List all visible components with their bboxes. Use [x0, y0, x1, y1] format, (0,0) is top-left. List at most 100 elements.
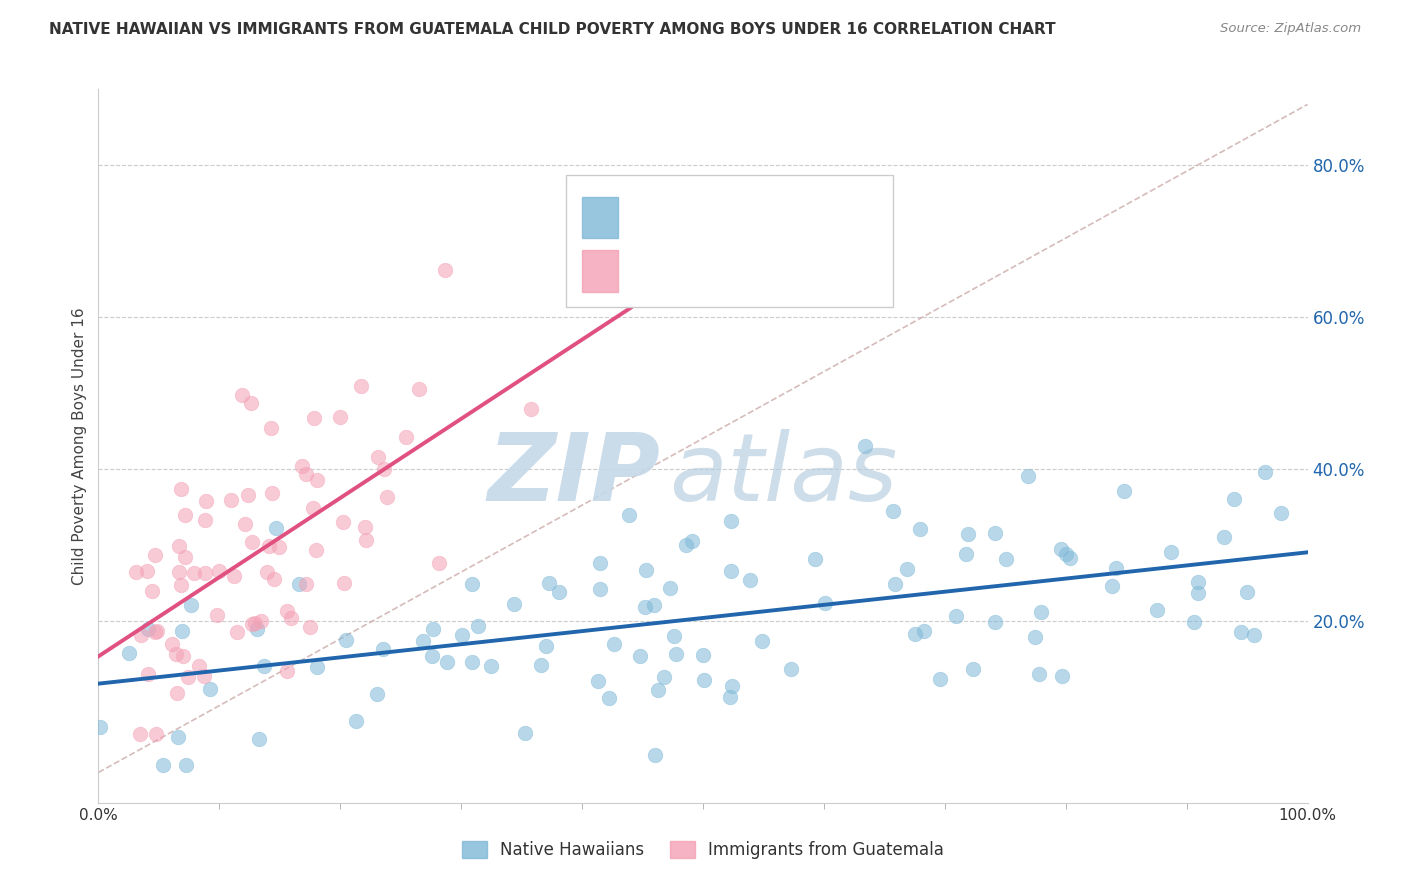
Point: [128, 727, 150, 741]
Point: [276, 664, 298, 678]
Text: R =: R =: [630, 262, 669, 280]
Point: [173, 508, 195, 522]
Point: [1054, 547, 1077, 561]
Point: [141, 583, 163, 598]
Point: [1050, 668, 1073, 682]
Legend: Native Hawaiians, Immigrants from Guatemala: Native Hawaiians, Immigrants from Guatem…: [456, 834, 950, 866]
Point: [675, 538, 697, 552]
Point: [302, 500, 325, 515]
Point: [176, 671, 198, 685]
Point: [994, 552, 1017, 566]
Point: [530, 658, 553, 673]
Point: [598, 690, 620, 705]
Point: [779, 661, 801, 675]
Text: 101: 101: [810, 209, 846, 227]
Y-axis label: Child Poverty Among Boys Under 16: Child Poverty Among Boys Under 16: [72, 307, 87, 585]
Point: [183, 566, 205, 581]
Point: [461, 655, 484, 669]
Point: [194, 566, 217, 580]
Point: [243, 615, 266, 630]
Point: [174, 550, 197, 565]
Point: [276, 604, 298, 618]
Point: [287, 577, 309, 591]
Point: [718, 690, 741, 705]
Point: [912, 624, 935, 638]
Text: ZIP: ZIP: [488, 428, 661, 521]
Point: [945, 609, 967, 624]
Text: NATIVE HAWAIIAN VS IMMIGRANTS FROM GUATEMALA CHILD POVERTY AMONG BOYS UNDER 16 C: NATIVE HAWAIIAN VS IMMIGRANTS FROM GUATE…: [49, 22, 1056, 37]
Point: [1114, 483, 1136, 498]
Text: 0.249: 0.249: [676, 209, 734, 227]
Point: [1236, 584, 1258, 599]
Point: [427, 556, 450, 570]
Point: [1105, 560, 1128, 574]
Point: [738, 573, 761, 587]
Point: [371, 641, 394, 656]
Point: [170, 578, 193, 592]
Point: [129, 628, 152, 642]
Point: [662, 629, 685, 643]
Point: [187, 658, 209, 673]
Point: [260, 485, 283, 500]
Point: [373, 461, 395, 475]
Point: [983, 615, 1005, 630]
Point: [804, 552, 827, 566]
Bar: [582, 197, 619, 238]
Point: [813, 595, 835, 609]
Point: [240, 617, 263, 632]
Point: [375, 490, 398, 504]
Point: [1160, 545, 1182, 559]
Point: [329, 409, 352, 424]
Point: [367, 450, 389, 464]
Point: [299, 620, 322, 634]
Point: [962, 662, 984, 676]
Point: [647, 683, 669, 698]
Point: [240, 535, 263, 549]
Point: [354, 520, 377, 534]
Point: [269, 540, 291, 554]
Point: [1031, 605, 1053, 619]
Point: [1024, 631, 1046, 645]
Point: [408, 382, 430, 396]
Point: [194, 513, 217, 527]
Point: [165, 648, 187, 662]
Point: [1146, 603, 1168, 617]
Point: [167, 539, 190, 553]
Point: [634, 599, 657, 614]
Point: [1254, 465, 1277, 479]
Point: [266, 521, 288, 535]
Point: [280, 611, 302, 625]
Point: [349, 379, 371, 393]
Point: [693, 673, 716, 687]
Point: [238, 488, 260, 502]
Text: R =: R =: [630, 209, 669, 227]
Point: [903, 626, 925, 640]
Point: [884, 577, 907, 591]
Point: [1101, 579, 1123, 593]
Point: [536, 639, 558, 653]
Point: [643, 598, 665, 612]
Point: [291, 459, 314, 474]
Point: [1187, 575, 1209, 590]
Point: [170, 483, 193, 497]
Point: [198, 681, 221, 696]
Point: [253, 659, 276, 673]
Point: [628, 649, 651, 664]
Point: [125, 565, 148, 579]
Point: [658, 582, 681, 596]
Point: [172, 648, 194, 663]
Point: [305, 473, 328, 487]
Point: [1050, 542, 1073, 557]
Point: [332, 515, 354, 529]
Point: [589, 582, 612, 596]
Point: [721, 679, 744, 693]
Point: [450, 628, 472, 642]
Point: [537, 576, 560, 591]
Point: [957, 526, 980, 541]
Point: [412, 634, 434, 648]
FancyBboxPatch shape: [567, 175, 893, 307]
Point: [467, 619, 489, 633]
Point: [354, 533, 377, 547]
Point: [1187, 586, 1209, 600]
Point: [249, 615, 271, 629]
